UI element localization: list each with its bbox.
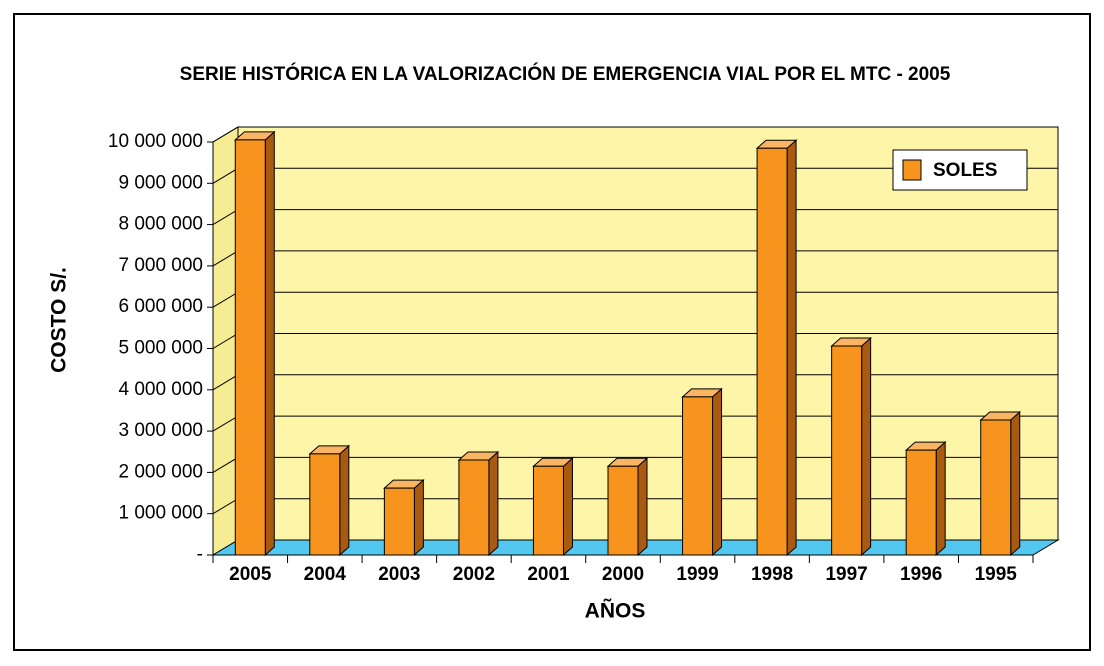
x-tick-label: 2004 (304, 564, 347, 585)
y-tick-label: 7 000 000 (118, 255, 203, 276)
bar-side (488, 450, 499, 557)
bar-side (413, 478, 424, 557)
bar-front (905, 449, 937, 556)
y-tick-label: 3 000 000 (118, 420, 203, 441)
bar-front (831, 345, 863, 556)
bar (681, 387, 723, 557)
bar-front (682, 396, 714, 556)
x-tick-label: 2000 (602, 564, 644, 585)
legend-label: SOLES (933, 160, 997, 181)
x-tick-label: 2001 (527, 564, 570, 585)
bar-side (786, 139, 797, 557)
x-axis-label: AÑOS (585, 600, 646, 623)
bar-side (339, 444, 350, 557)
x-tick-label: 2005 (229, 564, 272, 585)
grid-line (212, 126, 1058, 143)
y-tick-label: 8 000 000 (118, 214, 203, 235)
bar-side (1010, 410, 1021, 557)
y-tick-label: 9 000 000 (118, 172, 203, 193)
bar-side (264, 130, 275, 557)
y-tick-label: - (197, 544, 203, 565)
bar-front (458, 459, 490, 556)
bar-side (935, 440, 946, 557)
y-tick-label: 2 000 000 (118, 461, 203, 482)
x-tick-label: 1997 (825, 564, 867, 585)
x-tick-label: 2003 (378, 564, 420, 585)
y-tick-label: 4 000 000 (118, 379, 203, 400)
bar-front (383, 487, 415, 556)
x-tick-label: 1995 (975, 564, 1018, 585)
y-tick-label: 5 000 000 (118, 338, 203, 359)
bar (606, 457, 649, 557)
x-tick-label: 2002 (453, 564, 495, 585)
bar (233, 130, 276, 557)
y-tick-label: 6 000 000 (118, 296, 203, 317)
bar-front (756, 147, 788, 556)
chart-title: SERIE HISTÓRICA EN LA VALORIZACIÓN DE EM… (180, 63, 951, 85)
bar-side (562, 457, 573, 557)
bar (532, 457, 574, 557)
bar (308, 444, 351, 557)
bar-front (607, 465, 639, 556)
bar-side (637, 457, 648, 557)
bar (755, 139, 798, 557)
bar-side (712, 387, 723, 557)
legend-swatch (902, 159, 922, 181)
bar-front (309, 453, 341, 556)
bar (830, 336, 872, 557)
x-tick-label: 1996 (900, 564, 942, 585)
y-axis-label: COSTO S/. (48, 267, 71, 373)
x-tick-label: 1998 (751, 564, 793, 585)
y-tick-label: 10 000 000 (108, 131, 203, 152)
bar-front (980, 419, 1012, 556)
bar-front (234, 139, 266, 556)
bar (904, 440, 947, 557)
bar (383, 478, 425, 557)
y-tick-label: 1 000 000 (118, 503, 203, 524)
bar-front (532, 465, 564, 556)
bar (457, 450, 500, 557)
bar-side (861, 336, 872, 557)
bar (979, 410, 1022, 557)
x-tick-label: 1999 (676, 564, 718, 585)
